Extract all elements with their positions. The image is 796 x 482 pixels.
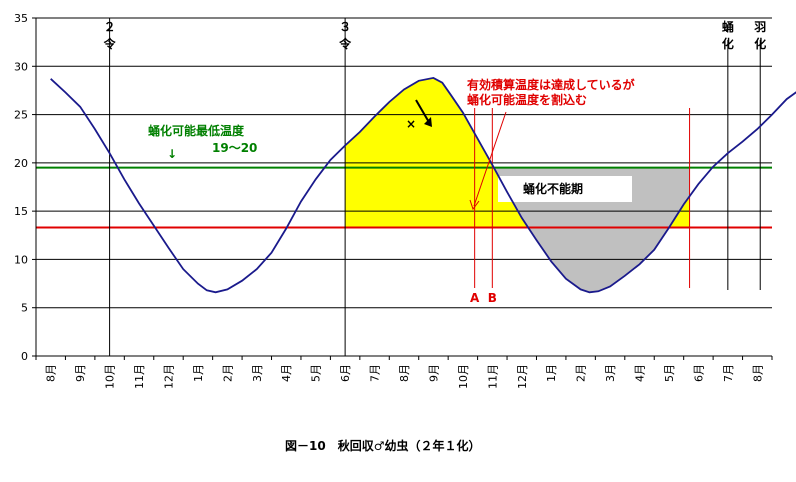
x-tick-label: 1月 [192,364,205,382]
stage-label-bottom: 化 [754,36,766,51]
stage-label-top: ２ [104,20,116,34]
y-tick-label: 5 [21,302,28,315]
x-tick-label: 11月 [133,364,146,389]
black-arrow [415,99,431,125]
x-tick-label: 6月 [692,364,705,382]
annotation-green-arrow: ↓ [167,147,177,161]
axes [35,18,773,360]
x-tick-label: 7月 [722,364,735,382]
x-tick-label: 7月 [369,364,382,382]
red-arrowhead [469,199,480,211]
x-tick-label: 4月 [280,364,293,382]
stage-label-bottom: 令 [338,36,352,51]
y-gridlines [36,17,772,309]
x-tick-label: 10月 [457,364,470,389]
temperature-curve [50,76,796,294]
y-tick-label: 20 [14,157,28,170]
x-tick-label: 9月 [74,364,87,382]
x-tick-label: 12月 [162,364,175,389]
x-tick-label: 5月 [310,364,323,382]
stage-label-top: 蛹 [722,19,734,34]
stage-label-bottom: 令 [103,36,117,51]
x-tick-label: 2月 [575,364,588,382]
marker-label: B [488,291,497,305]
x-tick-label: 11月 [486,364,499,389]
stage-label-top: ３ [339,20,351,34]
x-tick-label: 10月 [104,364,117,389]
x-tick-label: 8月 [751,364,764,382]
black-arrowhead [424,117,432,127]
x-tick-label: 3月 [251,364,264,382]
x-tick-label: 9月 [427,364,440,382]
x-tick-label: 2月 [221,364,234,382]
x-tick-label: 4月 [634,364,647,382]
y-tick-label: 35 [14,12,28,25]
x-tick-labels: 8月 9月 10月 11月 12月 1月 2月 3月 4月 5月 6月 7月 8月 9月 10月 11月 12月… [45,364,765,389]
y-tick-label: 10 [14,253,28,266]
x-tick-label: 5月 [663,364,676,382]
temperature-line [50,76,796,294]
annotation-green-line2: 19～20 [212,141,257,155]
x-tick-label: 3月 [604,364,617,382]
y-tick-label: 30 [14,60,28,73]
threshold-lines [36,166,772,229]
y-tick-label: 0 [21,350,28,363]
y-tick-label: 15 [14,205,28,218]
x-mark: × [406,117,416,131]
stage-label-bottom: 化 [722,36,734,51]
annotation-green-line1: 蛹化可能最低温度 [148,123,245,138]
x-tick-label: 8月 [45,364,58,382]
annotation-red-line1: 有効積算温度は達成しているが [467,77,635,92]
yellow-region [345,77,690,228]
x-tick-label: 1月 [545,364,558,382]
x-tick-label: 8月 [398,364,411,382]
annotations: 有効積算温度は達成しているが 蛹化可能温度を割込む 蛹化可能最低温度 ↓ 19～… [148,77,635,453]
region-fills [345,77,690,293]
y-tick-labels: 0 5 10 15 20 25 30 35 [14,12,36,363]
marker-label: A [470,291,480,305]
gray-box-background [498,176,632,202]
x-tick-label: 12月 [516,364,529,389]
stage-label-top: 羽 [754,20,766,34]
annotation-red-line2: 蛹化可能温度を割込む [467,92,587,107]
red-arrow [473,111,507,207]
x-tick-label: 6月 [339,364,352,382]
y-tick-label: 25 [14,109,28,122]
gray-box-label: 蛹化不能期 [523,181,583,196]
figure-caption: 図－10 秋回収♂幼虫（２年１化） [285,438,480,453]
